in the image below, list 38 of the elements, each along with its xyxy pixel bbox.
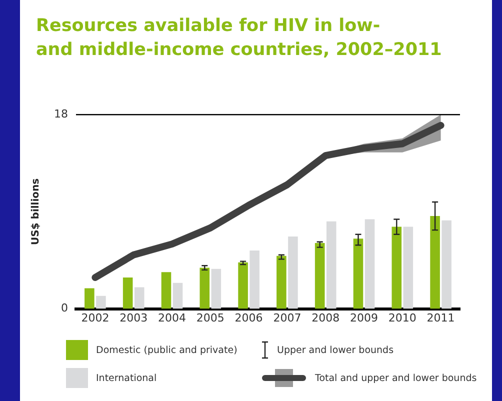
legend-label: Total and upper and lower bounds	[315, 372, 477, 384]
x-tick-label: 2006	[234, 311, 263, 324]
x-tick-label: 2005	[196, 311, 224, 324]
bar	[364, 219, 375, 309]
bar	[442, 220, 452, 309]
bar	[200, 268, 210, 309]
y-axis-title: US$ billions	[30, 178, 42, 245]
bar	[353, 238, 364, 309]
bar	[172, 282, 183, 309]
bar	[288, 236, 298, 309]
x-tick-label: 2007	[273, 311, 302, 324]
bar	[238, 262, 248, 309]
bar	[134, 287, 144, 309]
x-tick-label: 2002	[81, 311, 110, 324]
bar	[430, 216, 440, 309]
bar	[403, 226, 414, 309]
bar	[122, 278, 133, 309]
chart-title: Resources available for HIV in low- and middle-income countries, 2002–2011	[36, 15, 442, 62]
x-tick-label: 2003	[120, 311, 148, 324]
bar	[326, 221, 336, 309]
bar	[250, 250, 260, 309]
bar	[314, 242, 325, 309]
y-tick-label: 18	[54, 107, 68, 120]
bar	[211, 268, 222, 309]
bar	[84, 288, 94, 309]
bar	[276, 256, 286, 309]
bar	[161, 272, 172, 309]
x-tick-label: 2011	[426, 311, 455, 324]
x-tick-label: 2008	[312, 311, 340, 324]
text: Upper and lower bounds	[277, 344, 394, 356]
legend-label: Domestic (public and private)	[96, 344, 238, 356]
y-tick-label: 0	[60, 302, 68, 315]
bar	[392, 226, 402, 309]
x-tick-label: 2010	[388, 311, 416, 324]
bar	[96, 296, 106, 309]
x-tick-label: 2004	[158, 311, 186, 324]
x-tick-label: 2009	[350, 311, 378, 324]
legend-label: International	[96, 372, 157, 384]
